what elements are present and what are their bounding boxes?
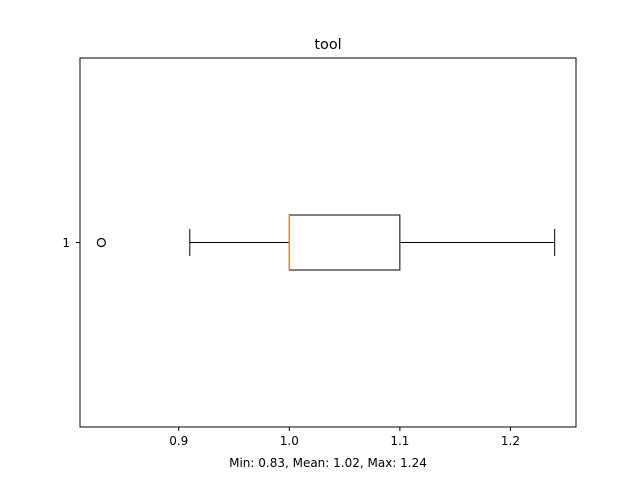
x-tick-label: 0.9 [169, 434, 188, 448]
iqr-box [288, 214, 401, 271]
outlier-point [96, 237, 106, 248]
x-tick-label: 1.0 [280, 434, 299, 448]
x-tick-label: 1.1 [390, 434, 409, 448]
chart-title: tool [314, 37, 341, 53]
plot-frame [79, 57, 577, 428]
y-tick-label: 1 [62, 236, 70, 250]
x-axis-label: Min: 0.83, Mean: 1.02, Max: 1.24 [229, 456, 427, 470]
x-tick-label: 1.2 [501, 434, 520, 448]
